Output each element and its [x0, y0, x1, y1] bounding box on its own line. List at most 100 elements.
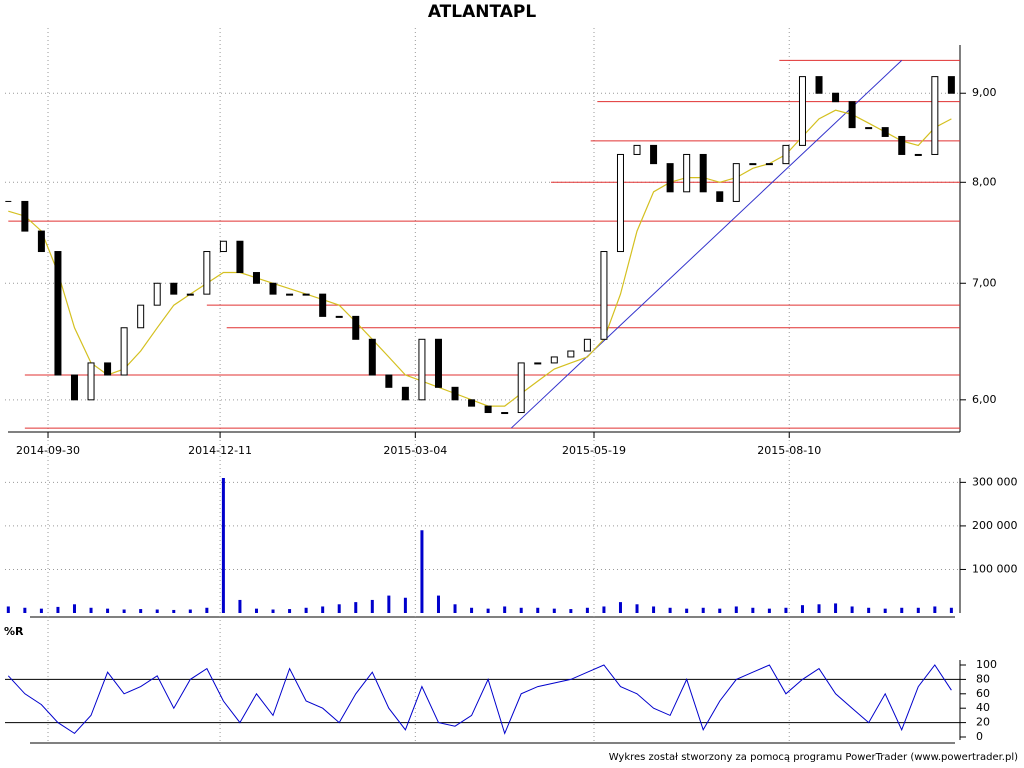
volume-bar [685, 608, 689, 613]
candle [468, 399, 476, 407]
volume-bar [238, 599, 242, 613]
volume-bar [552, 608, 556, 613]
volume-bar [420, 530, 424, 613]
y-tick-label: 200 000 [972, 519, 1018, 532]
volume-bar [751, 607, 755, 613]
candle [749, 163, 757, 166]
candle [352, 315, 360, 340]
volume-bar [271, 609, 275, 613]
candle [319, 293, 327, 317]
x-tick-label: 2015-03-04 [383, 444, 447, 457]
candle [401, 386, 409, 401]
volume-bar [850, 606, 854, 613]
volume-bar [602, 606, 606, 613]
volume-bar [834, 603, 838, 613]
y-tick-label: 9,00 [972, 86, 997, 99]
candle [914, 153, 922, 156]
y-tick-label: 100 [976, 658, 997, 671]
y-tick-label: 0 [976, 730, 983, 743]
candle [600, 251, 608, 340]
volume-bar [172, 609, 176, 613]
volume-bar [652, 606, 656, 613]
candle [683, 153, 691, 193]
candle [898, 135, 906, 155]
candle [302, 293, 310, 296]
candle [252, 272, 260, 284]
candle [70, 374, 78, 401]
volume-bar [221, 478, 225, 613]
y-tick-label: 300 000 [972, 475, 1018, 488]
candle [418, 338, 426, 401]
candle [616, 153, 624, 253]
volume-bar [139, 609, 143, 613]
y-tick-label: 100 000 [972, 562, 1018, 575]
volume-bar [668, 607, 672, 613]
candle [550, 356, 558, 364]
volume-bar [767, 608, 771, 613]
volume-bar [453, 604, 457, 613]
volume-bar [321, 606, 325, 613]
candle [21, 200, 29, 232]
candle [865, 127, 873, 130]
panel-title: %R [4, 625, 24, 638]
candle [832, 92, 840, 103]
x-tick-label: 2014-12-11 [188, 444, 252, 457]
volume-bar [337, 604, 341, 613]
y-tick-label: 60 [976, 687, 990, 700]
candle [567, 350, 575, 358]
y-tick-label: 6,00 [972, 393, 997, 406]
volume-bar [933, 606, 937, 613]
candle [650, 144, 658, 165]
volume-bar [503, 606, 507, 613]
candle [782, 144, 790, 165]
candle [947, 76, 955, 94]
candle [881, 127, 889, 137]
moving-average [8, 109, 952, 407]
volume-bar [569, 609, 573, 613]
candle [219, 240, 227, 253]
y-tick-label: 40 [976, 701, 990, 714]
volume-bar [734, 606, 738, 613]
volume-bar [436, 595, 440, 613]
candle [484, 405, 492, 414]
trendline [510, 59, 903, 429]
volume-bar [916, 607, 920, 613]
candle [120, 327, 128, 376]
candle [517, 362, 525, 414]
candle [815, 76, 823, 94]
volume-bar [867, 607, 871, 613]
volume-bar [370, 599, 374, 613]
candle [186, 293, 194, 296]
volume-bar [949, 607, 953, 613]
candle [170, 282, 178, 295]
volume-bar [536, 607, 540, 613]
volume-bar [72, 604, 76, 613]
y-tick-label: 20 [976, 716, 990, 729]
candle [286, 293, 294, 296]
chart-title: ATLANTAPL [428, 2, 537, 22]
candle [104, 362, 112, 376]
candle [54, 251, 62, 376]
candle [269, 282, 277, 295]
volume-bar [618, 602, 622, 613]
volume-bar [122, 609, 126, 613]
volume-bar [718, 608, 722, 613]
volume-bar [883, 608, 887, 613]
candle [848, 101, 856, 129]
volume-bar [106, 608, 110, 613]
candle [534, 362, 542, 365]
volume-bar [205, 607, 209, 613]
volume-bar [304, 607, 308, 613]
y-tick-label: 8,00 [972, 175, 997, 188]
candle [236, 240, 244, 274]
volume-bar [635, 604, 639, 613]
x-tick-label: 2015-05-19 [562, 444, 626, 457]
candle [153, 282, 161, 306]
candle [732, 163, 740, 202]
volume-bar [288, 609, 292, 613]
volume-bar [23, 607, 27, 613]
candle [716, 191, 724, 202]
y-tick-label: 7,00 [972, 276, 997, 289]
